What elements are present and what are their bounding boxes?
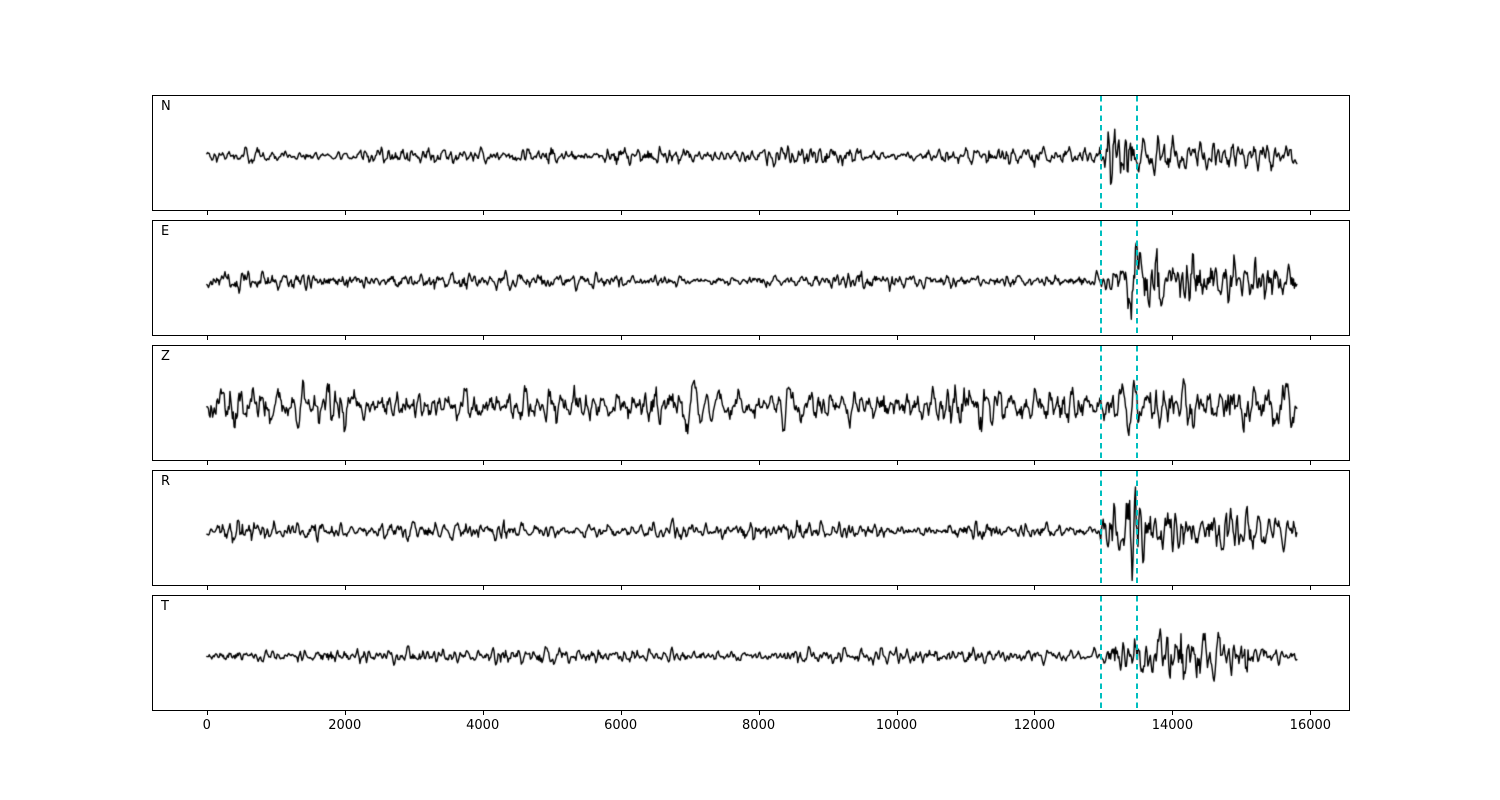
x-axis-tick <box>620 211 622 215</box>
x-axis-tick <box>1034 211 1036 215</box>
x-tick-label-14000: 14000 <box>1151 718 1194 733</box>
x-tick-label-2000: 2000 <box>328 718 362 733</box>
trace-canvas-e <box>153 221 1349 335</box>
channel-label-e: E <box>161 224 170 239</box>
x-tick-label-6000: 6000 <box>604 718 638 733</box>
x-axis-tick <box>1172 211 1174 215</box>
x-axis-tick <box>1034 586 1036 590</box>
pick-line-2-r <box>1135 471 1138 585</box>
x-axis-tick <box>1034 461 1036 465</box>
x-tick-label-10000: 10000 <box>875 718 918 733</box>
x-axis-tick <box>758 461 760 465</box>
pick-line-2-z <box>1135 346 1138 460</box>
channel-label-n: N <box>161 99 171 114</box>
pick-line-2-n <box>1135 96 1138 210</box>
x-tick-label-8000: 8000 <box>742 718 776 733</box>
x-tick-label-12000: 12000 <box>1013 718 1056 733</box>
panel-channel-e: E <box>152 220 1350 336</box>
x-axis-tick <box>1310 461 1312 465</box>
panel-channel-z: Z <box>152 345 1350 461</box>
x-axis-tick <box>344 711 346 715</box>
panel-channel-t: T <box>152 595 1350 711</box>
trace-canvas-r <box>153 471 1349 585</box>
x-axis-tick <box>896 336 898 340</box>
x-axis-tick <box>620 336 622 340</box>
pick-line-1-r <box>1100 471 1103 585</box>
pick-line-2-t <box>1135 596 1138 710</box>
panel-channel-r: R <box>152 470 1350 586</box>
x-axis-tick <box>482 461 484 465</box>
trace-canvas-z <box>153 346 1349 460</box>
x-axis-tick <box>1034 711 1036 715</box>
x-axis-tick <box>482 336 484 340</box>
x-axis-tick <box>1172 711 1174 715</box>
channel-label-t: T <box>161 599 169 614</box>
pick-line-2-e <box>1135 221 1138 335</box>
x-axis-tick <box>896 586 898 590</box>
pick-line-1-e <box>1100 221 1103 335</box>
x-axis-tick <box>1310 211 1312 215</box>
panel-channel-n: N <box>152 95 1350 211</box>
x-axis-tick <box>482 586 484 590</box>
x-tick-label-16000: 16000 <box>1289 718 1332 733</box>
pick-line-1-z <box>1100 346 1103 460</box>
x-axis-tick <box>344 586 346 590</box>
trace-canvas-t <box>153 596 1349 710</box>
channel-label-z: Z <box>161 349 170 364</box>
x-axis-tick <box>1310 586 1312 590</box>
x-axis-tick <box>206 336 208 340</box>
x-axis-tick <box>1310 336 1312 340</box>
x-axis-tick <box>1310 711 1312 715</box>
trace-canvas-n <box>153 96 1349 210</box>
channel-label-r: R <box>161 474 171 489</box>
x-axis-tick <box>1172 336 1174 340</box>
x-axis-tick <box>896 461 898 465</box>
x-axis-tick <box>758 336 760 340</box>
x-axis-tick <box>482 711 484 715</box>
x-axis-tick <box>206 711 208 715</box>
x-axis-tick <box>758 211 760 215</box>
x-axis-tick <box>1172 461 1174 465</box>
x-axis-tick <box>482 211 484 215</box>
pick-line-1-n <box>1100 96 1103 210</box>
x-axis-tick <box>758 586 760 590</box>
x-axis-tick <box>206 461 208 465</box>
x-axis-tick <box>620 711 622 715</box>
x-tick-label-4000: 4000 <box>466 718 500 733</box>
x-axis-tick <box>344 336 346 340</box>
x-axis-tick <box>620 586 622 590</box>
x-axis-tick <box>896 211 898 215</box>
pick-line-1-t <box>1100 596 1103 710</box>
x-axis-tick <box>206 586 208 590</box>
x-axis-tick <box>344 211 346 215</box>
x-axis-tick <box>758 711 760 715</box>
x-axis-tick <box>896 711 898 715</box>
x-axis-tick <box>620 461 622 465</box>
x-axis-tick <box>1172 586 1174 590</box>
x-tick-label-0: 0 <box>202 718 211 733</box>
x-axis-tick <box>206 211 208 215</box>
x-axis-tick <box>1034 336 1036 340</box>
x-axis-tick <box>344 461 346 465</box>
